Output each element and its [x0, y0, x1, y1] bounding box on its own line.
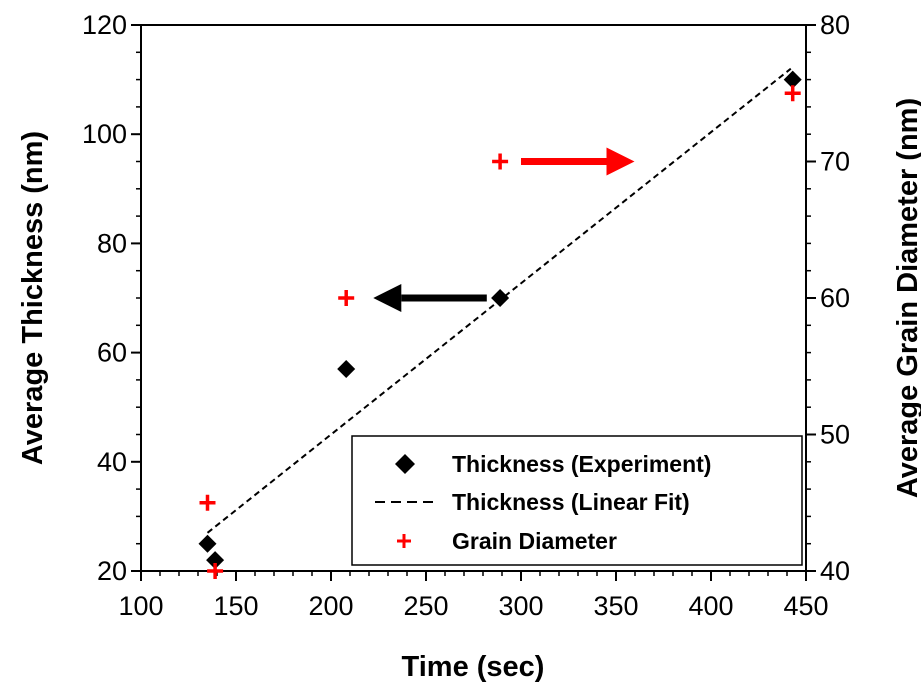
- annotations: [373, 147, 635, 312]
- axes: 100 150 200 250 300 350 400 450 20 40 60 80 100 120 40…: [82, 10, 850, 621]
- legend-label-linear-fit: Thickness (Linear Fit): [452, 489, 690, 515]
- x-axis-title: Time (sec): [402, 651, 545, 683]
- legend-label-experiment: Thickness (Experiment): [452, 451, 711, 477]
- grain-diameter-point: [199, 494, 216, 511]
- plot-area: [198, 67, 802, 579]
- x-tick-label: 200: [308, 591, 353, 621]
- y2-tick-label: 60: [820, 283, 850, 313]
- legend-plus-marker: [397, 534, 411, 548]
- grain-diameter-point: [492, 153, 509, 170]
- thickness-point: [206, 551, 225, 570]
- legend: Thickness (Experiment) Thickness (Linear…: [351, 435, 803, 566]
- x-tick-label: 250: [403, 591, 448, 621]
- thickness-point: [198, 534, 217, 553]
- x-tick-label: 350: [593, 591, 638, 621]
- y-tick-label: 100: [82, 119, 127, 149]
- thickness-point: [783, 70, 802, 89]
- y-axis-title: Average Thickness (nm): [17, 131, 49, 465]
- y2-tick-label: 70: [820, 147, 850, 177]
- legend-box: [351, 435, 803, 566]
- y-tick-label: 120: [82, 10, 127, 40]
- x-tick-label: 450: [783, 591, 828, 621]
- y2-tick-label: 80: [820, 10, 850, 40]
- grain-diameter-point: [338, 290, 355, 306]
- thickness-point: [337, 359, 356, 378]
- y-tick-label: 80: [97, 228, 127, 258]
- thickness-point: [491, 289, 510, 307]
- x-tick-label: 400: [688, 591, 733, 621]
- legend-diamond-marker: [395, 454, 415, 474]
- grain-diameter-point: [784, 85, 801, 102]
- y-tick-label: 40: [97, 447, 127, 477]
- x-tick-label: 100: [118, 591, 163, 621]
- y-tick-label: 20: [97, 556, 127, 586]
- x-tick-label: 150: [213, 591, 258, 621]
- y2-tick-label: 50: [820, 420, 850, 450]
- legend-label-grain-diameter: Grain Diameter: [452, 528, 617, 554]
- y-tick-label: 60: [97, 338, 127, 368]
- y2-tick-label: 40: [820, 556, 850, 586]
- x-tick-label: 300: [498, 591, 543, 621]
- y2-axis-title: Average Grain Diameter (nm): [892, 98, 921, 498]
- grain-diameter-point: [207, 563, 224, 579]
